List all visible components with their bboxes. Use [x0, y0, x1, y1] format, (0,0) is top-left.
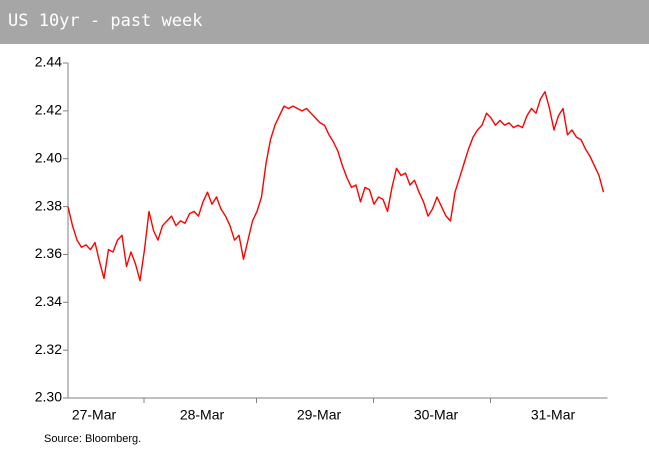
x-tick-label: 27-Mar [72, 407, 117, 423]
x-tick-label: 30-Mar [414, 407, 459, 423]
source-note: Source: Bloomberg. [44, 433, 141, 445]
y-tick-label: 2.30 [35, 389, 62, 405]
x-tick-label: 29-Mar [297, 407, 342, 423]
y-tick-label: 2.42 [35, 102, 62, 118]
title-bar: US 10yr - past week [0, 0, 649, 44]
y-tick-label: 2.36 [35, 245, 62, 261]
chart: Source: Bloomberg. 2.30 2.32 2.34 2.36 2.38 2… [35, 54, 608, 445]
line [67, 91, 605, 282]
x-tick-label: 28-Mar [180, 407, 225, 423]
y-tick-label: 2.40 [35, 149, 62, 165]
y-tick-label: 2.32 [35, 341, 62, 357]
y-tick-label: 2.38 [35, 197, 62, 213]
y-tick-label: 2.34 [35, 293, 62, 309]
x-tick-label: 31-Mar [531, 407, 576, 423]
chart-title: US 10yr - past week [8, 11, 203, 31]
y-tick-label: 2.44 [35, 54, 62, 70]
